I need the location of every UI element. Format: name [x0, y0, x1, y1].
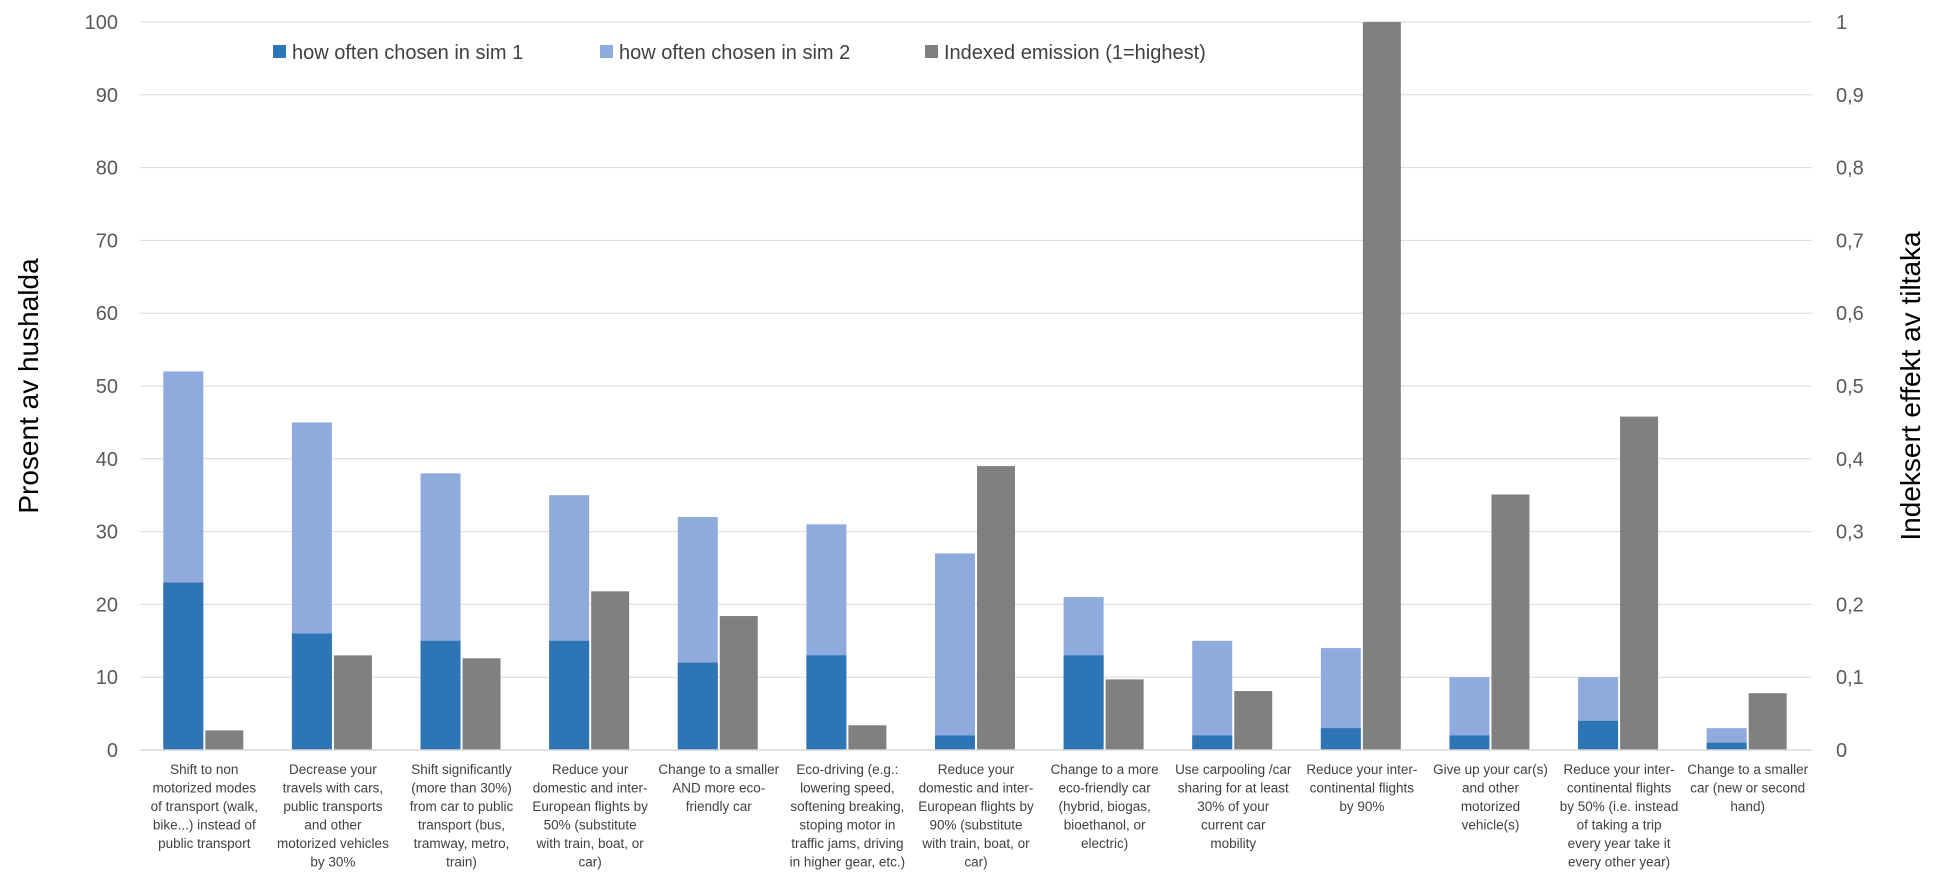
bar-sim1	[163, 582, 204, 750]
left-axis-ticks: 0 10 20 30 40 50 60 70 80 90 100	[85, 12, 118, 762]
category-labels: Shift to non motorized modes of transport …	[151, 762, 1809, 870]
bar-emission	[1362, 22, 1401, 750]
y-tick-label: 40	[96, 449, 118, 471]
legend-label-sim2: how often chosen in sim 2	[619, 42, 850, 64]
bar-emission	[462, 658, 501, 750]
bar-emission	[848, 725, 887, 750]
category-label: Eco-driving (e.g.: lowering speed, softeni…	[790, 762, 906, 870]
y2-tick-label: 0,7	[1836, 230, 1864, 252]
right-axis-title: Indeksert effekt av tiltaka	[1895, 231, 1926, 541]
bar-sim1	[291, 633, 332, 750]
y-tick-label: 90	[96, 85, 118, 107]
left-axis-title: Prosent av hushalda	[13, 258, 44, 514]
y-tick-label: 60	[96, 303, 118, 325]
bar-sim1	[549, 640, 590, 750]
bar-emission	[205, 730, 244, 750]
gridlines	[140, 21, 1812, 678]
y-tick-label: 10	[96, 667, 118, 689]
y-tick-label: 0	[107, 740, 118, 762]
y2-tick-label: 1	[1836, 12, 1847, 34]
legend-label-emission: Indexed emission (1=highest)	[944, 42, 1206, 64]
y-tick-label: 70	[96, 230, 118, 252]
category-label: Change to a smaller AND more eco-friendly…	[658, 762, 779, 814]
bar-sim1	[1320, 728, 1361, 750]
bar-sim1	[1578, 720, 1619, 750]
y2-tick-label: 0,1	[1836, 667, 1864, 689]
bar-sim1	[420, 640, 461, 750]
bar-sim1	[677, 662, 718, 750]
category-label: Reduce your inter-continental flights by …	[1306, 762, 1417, 814]
category-label: Give up your car(s) and other motorized veh…	[1433, 762, 1548, 833]
bar-emission	[719, 616, 758, 750]
y-tick-label: 100	[85, 12, 118, 34]
bar-emission	[1748, 693, 1787, 750]
y-tick-label: 20	[96, 594, 118, 616]
y2-tick-label: 0,6	[1836, 303, 1864, 325]
category-label: Use carpooling /car sharing for at least 3…	[1175, 762, 1292, 851]
bar-sim1	[1192, 735, 1233, 750]
bars	[163, 22, 1787, 750]
legend-label-sim1: how often chosen in sim 1	[292, 42, 523, 64]
y2-tick-label: 0,4	[1836, 449, 1864, 471]
category-label: Change to a more eco-friendly car (hybrid,…	[1051, 762, 1159, 851]
bar-sim1	[935, 735, 975, 750]
y-tick-label: 50	[96, 376, 118, 398]
y-tick-label: 30	[96, 522, 118, 544]
bar-sim2	[1192, 640, 1233, 750]
bar-emission	[333, 655, 372, 750]
y2-tick-label: 0,5	[1836, 376, 1864, 398]
bar-emission	[977, 466, 1015, 750]
bar-emission	[1620, 416, 1659, 750]
category-label: Decrease your travels with cars, public tr…	[277, 762, 389, 870]
y-tick-label: 80	[96, 158, 118, 180]
legend-swatch-emission	[925, 45, 938, 58]
y2-tick-label: 0,9	[1836, 85, 1864, 107]
category-label: Shift to non motorized modes of transport …	[151, 762, 258, 851]
right-axis-ticks: 0 0,1 0,2 0,3 0,4 0,5 0,6 0,7 0,8 0,9 1	[1836, 12, 1864, 762]
legend-swatch-sim1	[273, 45, 286, 58]
y2-tick-label: 0,8	[1836, 158, 1864, 180]
bar-sim1	[806, 655, 847, 750]
category-label: Reduce your inter-continental flights by …	[1560, 762, 1679, 870]
bar-emission	[1491, 494, 1530, 750]
y2-tick-label: 0	[1836, 740, 1847, 762]
category-label: Shift significantly (more than 30%) from c…	[410, 762, 514, 870]
legend-swatch-sim2	[600, 45, 613, 58]
bar-sim1	[1063, 655, 1104, 750]
legend: how often chosen in sim 1 how often chos…	[273, 42, 1206, 64]
bar-emission	[1105, 679, 1144, 750]
y2-tick-label: 0,3	[1836, 522, 1864, 544]
bar-sim2	[935, 553, 975, 750]
category-label: Change to a smaller car (new or second han…	[1687, 762, 1808, 814]
category-label: Reduce your domestic and inter-European f…	[532, 762, 648, 870]
category-label: Reduce your domestic and inter-European f…	[918, 762, 1034, 870]
bar-sim1	[1449, 735, 1490, 750]
bar-emission	[591, 591, 630, 750]
y2-tick-label: 0,2	[1836, 594, 1864, 616]
bar-sim1	[1706, 742, 1747, 750]
bar-emission	[1234, 691, 1273, 750]
